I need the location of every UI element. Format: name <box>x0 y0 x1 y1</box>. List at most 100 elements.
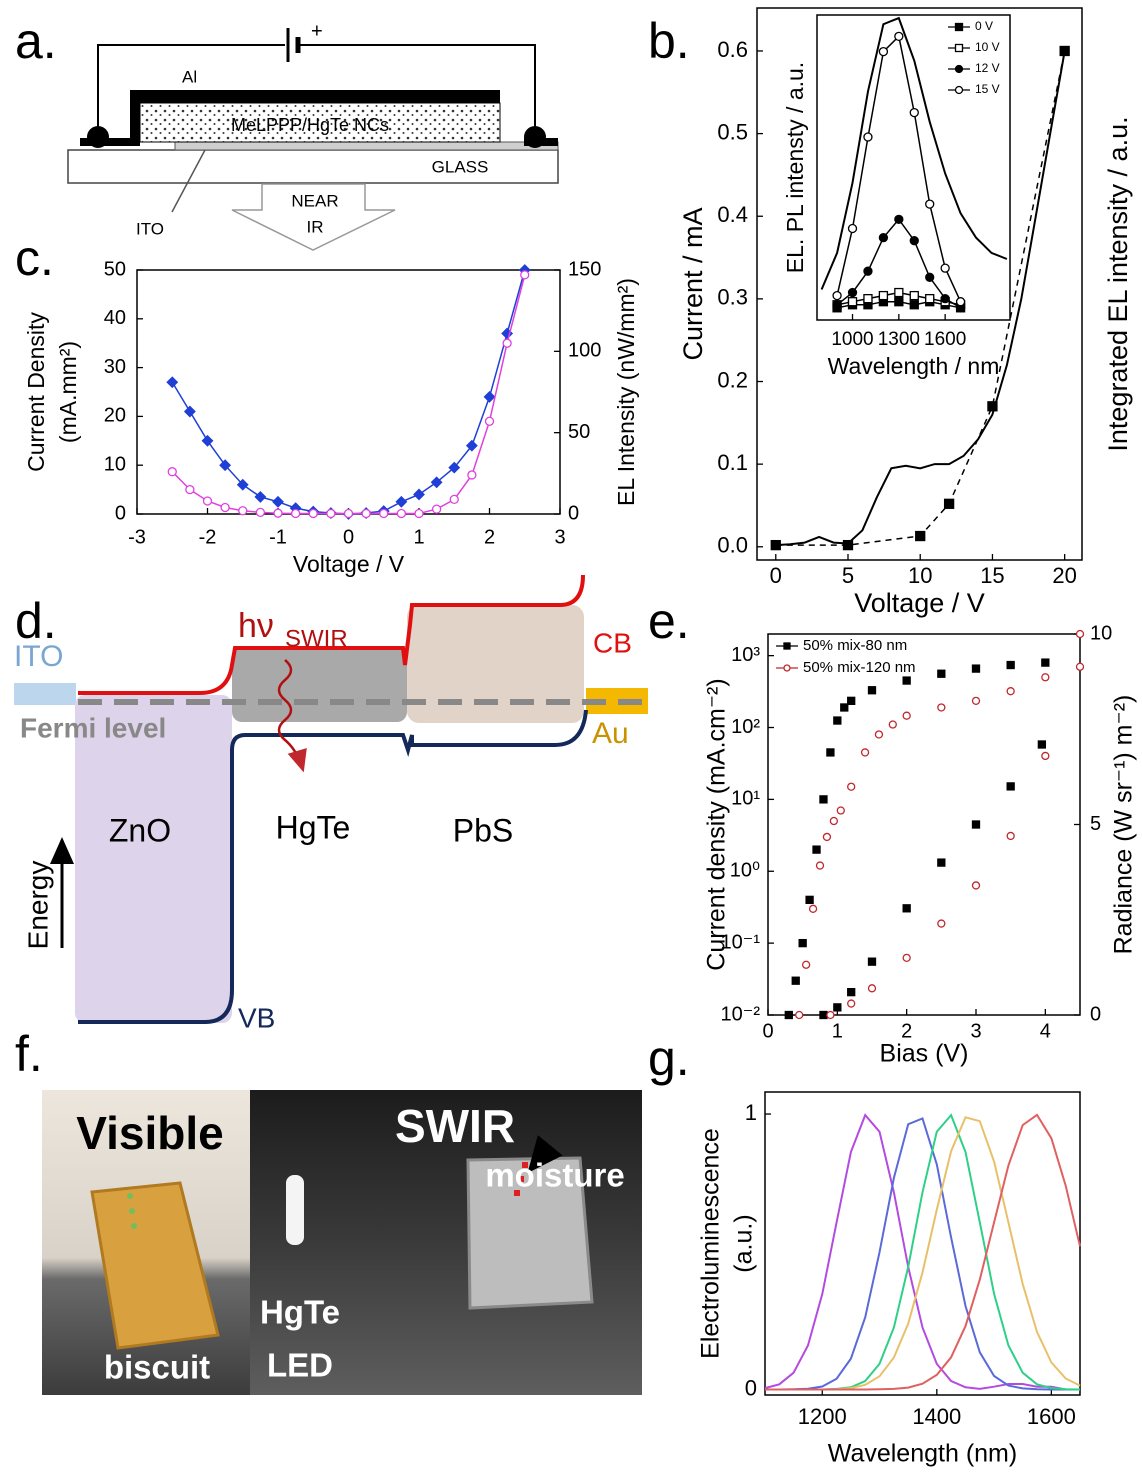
data-point <box>502 338 512 348</box>
data-point <box>413 488 425 501</box>
y-tick-label: 50 <box>104 258 126 280</box>
data-point <box>894 287 904 298</box>
data-point <box>822 832 832 842</box>
y-tick-label: 10⁻¹ <box>721 931 761 953</box>
data-point <box>254 491 267 503</box>
data-point <box>847 223 858 234</box>
y-axis-label: (a.u.) <box>730 1214 758 1272</box>
data-point <box>1041 673 1050 682</box>
source-label: LED <box>267 1347 333 1384</box>
x-tick-label: 1600 <box>1027 1404 1076 1429</box>
x-tick-label: 0 <box>762 1020 773 1042</box>
photo: Visible SWIR moisture biscuit HgTe LED <box>42 1090 642 1395</box>
plot-frame <box>767 633 1081 1016</box>
y-tick-label: 0.5 <box>717 119 748 144</box>
fermi-label: Fermi level <box>20 712 166 743</box>
data-point <box>791 976 800 985</box>
data-point <box>1006 831 1015 841</box>
data-point <box>431 504 442 514</box>
y-axis-label: Current Density <box>23 312 49 472</box>
photon-label: hν <box>238 607 274 645</box>
data-point <box>937 669 946 678</box>
x-tick-label: 0 <box>343 526 354 548</box>
data-point <box>971 664 981 673</box>
data-point <box>847 297 858 307</box>
data-point <box>971 820 981 829</box>
data-point <box>867 957 877 966</box>
data-point <box>955 297 966 307</box>
x-tick-label: 1 <box>832 1020 843 1042</box>
data-point <box>847 696 856 705</box>
data-point <box>396 508 407 519</box>
y-tick-label: 0.2 <box>717 367 748 392</box>
x-tick-label: 1600 <box>924 329 966 350</box>
layer-label: HgTe <box>276 809 351 845</box>
data-point <box>449 494 459 505</box>
data-point <box>937 858 946 867</box>
data-point <box>220 502 230 513</box>
data-point <box>1006 687 1015 696</box>
legend-label: 12 V <box>975 61 1000 75</box>
layer-label: ZnO <box>109 812 171 848</box>
x-tick-label: 5 <box>842 563 854 588</box>
y-tick-label: 10⁰ <box>730 860 760 882</box>
y-tick-label: 0.0 <box>717 533 748 558</box>
y-tick-label: 10³ <box>731 644 760 666</box>
legend-label: 10 V <box>975 40 1000 54</box>
polarity: + <box>311 20 323 42</box>
plot-frame <box>816 14 1011 321</box>
panel-label: e. <box>648 593 690 649</box>
legend-marker <box>954 85 964 95</box>
y-axis-label: (mA.mm²) <box>55 341 81 443</box>
data-point <box>395 495 408 508</box>
data-point <box>888 720 897 729</box>
y-tick-label: 10 <box>104 453 126 475</box>
data-point <box>847 782 856 791</box>
data-point <box>805 895 814 905</box>
source-label: HgTe <box>260 1294 340 1331</box>
substrate-label: GLASS <box>432 157 489 176</box>
data-point <box>971 881 981 890</box>
data-point <box>166 376 179 389</box>
data-point <box>940 263 950 273</box>
x-tick-label: 2 <box>901 1020 912 1042</box>
y-tick-label: 0.3 <box>717 285 748 310</box>
data-point <box>874 730 884 739</box>
x-tick-label: 3 <box>970 1020 981 1042</box>
data-point <box>801 960 811 969</box>
data-point <box>878 290 889 301</box>
data-line <box>820 16 1008 290</box>
legend-marker <box>783 642 791 650</box>
y2-tick-label: 150 <box>568 258 601 280</box>
y-tick-label: 40 <box>104 307 126 329</box>
y2-axis-label: EL Intensity (nW/mm²) <box>613 278 639 506</box>
legend-label: 50% mix-80 nm <box>803 637 907 654</box>
legend-marker <box>783 664 791 672</box>
data-point <box>894 214 904 225</box>
data-point <box>290 508 301 519</box>
x-tick-label: 0 <box>770 563 782 588</box>
data-point <box>832 300 842 310</box>
x-tick-label: 1300 <box>878 329 920 350</box>
y-tick-label: 30 <box>104 356 126 378</box>
anode-label: ITO <box>136 219 164 238</box>
data-line <box>765 1117 1080 1391</box>
data-point <box>484 416 495 426</box>
data-point <box>1075 629 1085 639</box>
y-tick-label: 0 <box>115 502 126 524</box>
x-tick-label: 4 <box>1040 1020 1051 1042</box>
data-point <box>379 508 389 519</box>
band-label: VB <box>238 1002 275 1033</box>
data-point <box>255 507 266 518</box>
data-point <box>836 806 845 815</box>
x-tick-label: -3 <box>128 526 146 548</box>
layer-label: MeLPPP/HgTe NCs <box>231 115 389 135</box>
y-tick-label: 20 <box>104 405 126 427</box>
data-point <box>840 703 849 712</box>
data-point <box>272 495 284 508</box>
x-axis-label: Voltage / V <box>293 551 405 577</box>
y-tick-label: 10⁻² <box>721 1003 761 1025</box>
data-point <box>273 508 283 518</box>
panel-label: d. <box>15 593 57 649</box>
data-point <box>784 1010 793 1020</box>
